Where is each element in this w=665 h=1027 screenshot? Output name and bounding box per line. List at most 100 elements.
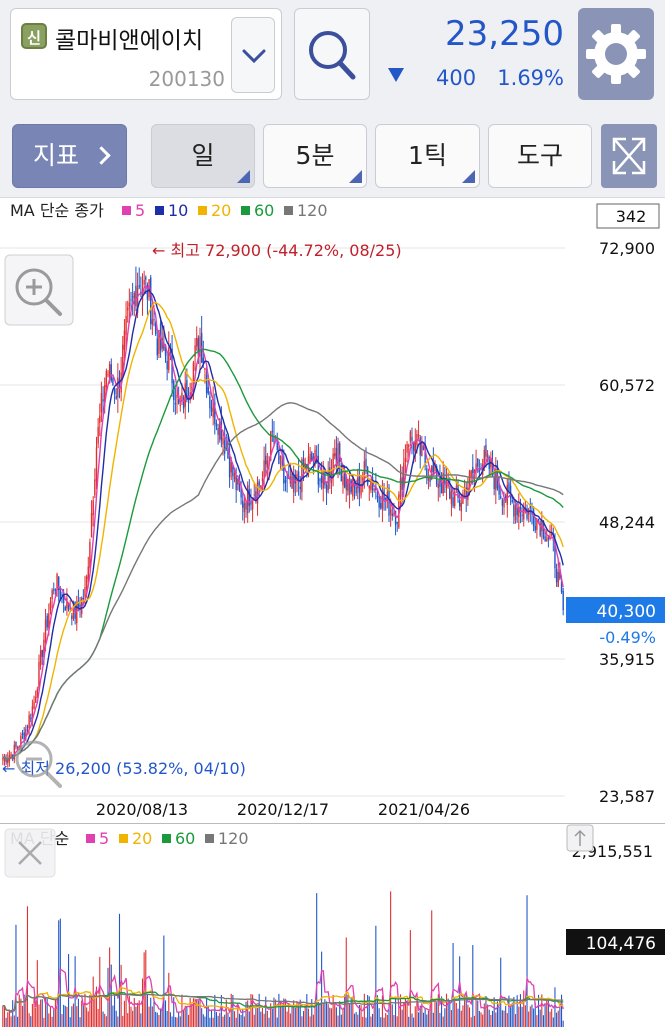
zoom-in-icon [15,268,62,316]
candle-body [534,525,536,531]
candle-body [59,588,62,599]
candle-body [39,650,42,666]
price-legend: MA 단순 종가 5 10 20 60 120 [10,201,328,220]
legend-label: 10 [168,201,188,220]
settings-button[interactable] [578,8,654,100]
candle-body [115,396,117,399]
candle-body [258,481,260,486]
candle-body [355,486,357,494]
candle-body [164,344,167,356]
candle-body [72,601,75,619]
candle-body [546,539,548,542]
candle-body [472,466,474,474]
count-value: 342 [616,207,647,226]
candle-body [181,392,183,401]
tools-label: 도구 [516,141,563,170]
candle-body [99,415,101,423]
price-change-pct: 1.69% [497,66,564,90]
close-panel-button[interactable] [4,828,56,878]
candle-body [207,387,209,394]
candle-body [49,601,52,611]
candle-body [301,459,303,493]
candle-body [222,437,224,445]
candle-body [334,453,336,457]
stock-selector[interactable]: 신 콜마비앤에이치 200130 [10,8,282,100]
candle-body [408,445,410,447]
candle-body [365,458,367,468]
candle-body [260,485,262,488]
candle-body [292,476,295,493]
candle-body [215,423,218,427]
volume-ma-lines [2,968,564,1015]
search-button[interactable] [294,8,370,100]
candle-body [3,756,6,762]
candle-body [523,508,525,520]
candle-body [36,689,39,699]
candle-body [414,440,416,453]
candle-body [269,431,272,461]
candle-body [228,453,231,478]
candle-body [380,502,382,509]
candle-body [557,572,559,587]
candle-body [153,319,155,321]
candle-body [143,279,145,285]
candle-body [483,449,486,468]
candle-body [294,474,297,484]
candle-body [559,568,561,579]
candle-body [422,445,425,450]
price-chart[interactable]: MA 단순 종가 5 10 20 60 120 342 72,900 60,572 48,2… [0,199,665,823]
period-day-button[interactable]: 일 [151,124,255,188]
zoom-in-button[interactable] [4,254,74,326]
candle-body [255,491,257,501]
expand-button[interactable] [601,124,657,188]
candle-body [518,506,520,517]
candle-body [491,462,494,476]
candle-body [286,477,288,479]
legend-swatch [119,834,128,843]
tools-button[interactable]: 도구 [488,124,592,188]
candle-body [332,453,334,475]
candle-body [513,504,515,517]
scroll-top-button[interactable] [566,824,594,852]
period-tick-button[interactable]: 1틱 [375,124,480,188]
x-tick-label: 2021/04/26 [378,800,470,819]
zoom-out-button[interactable] [15,740,62,788]
x-tick-label: 2020/08/13 [96,800,188,819]
candle-body [214,402,216,424]
candle-body [238,477,241,490]
candle-body [112,378,114,385]
candle-body [263,460,265,478]
candle-body [122,344,124,376]
period-5min-button[interactable]: 5분 [263,124,367,188]
candle-body [171,348,173,384]
candle-body [94,479,96,496]
stock-dropdown-button[interactable] [231,17,275,93]
candle-body [174,403,177,405]
candle-body [307,456,310,466]
candle-body [145,277,147,280]
candle-body [278,452,280,464]
candle-body [421,441,423,457]
candle-body [452,497,454,507]
indicator-button[interactable]: 지표 [12,124,127,188]
candle-body [478,468,481,473]
candle-body [437,484,439,489]
candle-body [54,589,57,591]
expand-icon [612,137,646,175]
candle-body [394,510,397,525]
dropdown-corner-icon [237,170,250,183]
candle-body [131,296,134,298]
candle-body [246,485,249,514]
candle-body [509,485,512,499]
candle-body [398,494,400,528]
candle-body [209,396,211,409]
indicator-label: 지표 [33,141,80,170]
stock-code: 200130 [148,67,225,91]
candle-body [373,489,375,491]
legend-label: 5 [135,201,145,220]
candle-body [417,434,420,437]
candle-body [511,500,513,502]
candle-body [33,702,35,709]
stock-header: 신 콜마비앤에이치 200130 23,250 400 1.69% [0,0,665,112]
